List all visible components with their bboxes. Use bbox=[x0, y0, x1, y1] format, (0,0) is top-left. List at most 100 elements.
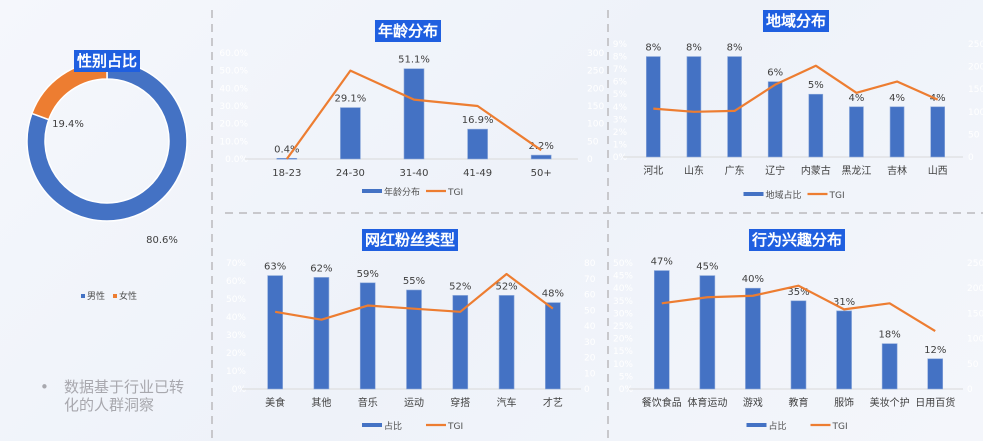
y2-tick-label: 100 bbox=[968, 108, 983, 118]
y-tick-label: 30.0% bbox=[219, 102, 248, 112]
y-tick-label: 4% bbox=[613, 103, 628, 113]
bar-才艺 bbox=[545, 302, 561, 390]
y2-tick-label: 50 bbox=[967, 360, 979, 370]
bar-其他 bbox=[313, 277, 330, 390]
legend-swatch-male bbox=[81, 294, 85, 298]
y2-tick-label: 80 bbox=[584, 259, 596, 269]
bar-data-label: 29.1% bbox=[335, 94, 367, 105]
y-tick-label: 40.0% bbox=[219, 84, 248, 94]
bar-山东 bbox=[686, 56, 702, 158]
y2-tick-label: 30 bbox=[584, 338, 596, 348]
bar-24-30 bbox=[340, 107, 361, 160]
x-tick-label: 汽车 bbox=[497, 396, 517, 409]
x-tick-label: 日用百货 bbox=[915, 396, 955, 409]
y-tick-label: 10.0% bbox=[219, 137, 248, 147]
y-tick-label: 8% bbox=[613, 53, 628, 63]
y2-tick-label: 0 bbox=[967, 385, 973, 395]
bar-data-label: 52% bbox=[495, 281, 517, 292]
y-tick-label: 60.0% bbox=[219, 49, 248, 59]
bar-教育 bbox=[790, 300, 807, 390]
bar-体育运动 bbox=[699, 275, 716, 390]
region-chart-title: 地域分布 bbox=[762, 10, 830, 32]
bar-data-label: 12% bbox=[924, 345, 946, 356]
bar-data-label: 48% bbox=[542, 289, 564, 300]
bar-data-label: 45% bbox=[696, 262, 718, 273]
bar-山西 bbox=[930, 106, 945, 158]
y-tick-label: 20.0% bbox=[219, 120, 248, 130]
legend-swatch-bar bbox=[746, 423, 767, 427]
bar-音乐 bbox=[359, 282, 376, 390]
x-tick-label: 山东 bbox=[684, 164, 704, 177]
y2-tick-label: 200 bbox=[587, 84, 604, 94]
y2-tick-label: 150 bbox=[587, 102, 604, 112]
bar-黑龙江 bbox=[849, 106, 864, 158]
legend-label-bar: 地域占比 bbox=[766, 189, 802, 201]
bar-data-label: 35% bbox=[787, 287, 809, 298]
bar-data-label: 52% bbox=[449, 281, 471, 292]
y-tick-label: 10% bbox=[226, 367, 246, 377]
legend-swatch-bar bbox=[743, 192, 764, 196]
y-tick-label: 40% bbox=[613, 284, 633, 294]
kol-chart-title: 网红粉丝类型 bbox=[361, 229, 459, 251]
bar-data-label: 6% bbox=[767, 68, 783, 79]
x-tick-label: 音乐 bbox=[358, 396, 378, 409]
y2-tick-label: 250 bbox=[968, 40, 983, 50]
bar-data-label: 55% bbox=[403, 276, 425, 287]
x-tick-label: 河北 bbox=[643, 165, 663, 177]
bar-data-label: 4% bbox=[849, 93, 865, 104]
legend-swatch-bar bbox=[362, 189, 382, 193]
x-tick-label: 美妆个护 bbox=[870, 396, 910, 409]
bar-31-40 bbox=[403, 68, 425, 160]
y-tick-label: 20% bbox=[613, 335, 633, 345]
y-tick-label: 0% bbox=[232, 385, 247, 395]
y2-tick-label: 50 bbox=[968, 130, 980, 140]
y2-tick-label: 100 bbox=[587, 120, 604, 130]
y2-tick-label: 150 bbox=[968, 85, 983, 95]
y-tick-label: 5% bbox=[613, 90, 628, 100]
y-tick-label: 5% bbox=[619, 372, 634, 382]
legend-label-bar: 年龄分布 bbox=[384, 186, 420, 198]
bar-data-label: 2.2% bbox=[528, 141, 553, 152]
bar-data-label: 4% bbox=[930, 93, 946, 104]
y-tick-label: 50% bbox=[226, 295, 246, 305]
legend-label-line: TGI bbox=[832, 422, 848, 432]
tgi-line bbox=[274, 272, 554, 321]
y2-tick-label: 150 bbox=[967, 309, 983, 319]
y2-tick-label: 200 bbox=[968, 63, 983, 73]
bar-data-label: 63% bbox=[264, 262, 286, 273]
y-tick-label: 60% bbox=[226, 277, 246, 287]
y-tick-label: 25% bbox=[613, 322, 633, 332]
bar-data-label: 47% bbox=[651, 257, 673, 268]
y2-tick-label: 10 bbox=[584, 369, 596, 379]
bar-data-label: 4% bbox=[889, 93, 905, 104]
x-tick-label: 内蒙古 bbox=[801, 164, 831, 177]
x-tick-label: 24-30 bbox=[336, 168, 365, 179]
tgi-line bbox=[661, 284, 936, 332]
y-tick-label: 30% bbox=[613, 309, 633, 319]
bar-data-label: 31% bbox=[833, 297, 855, 308]
y-tick-label: 35% bbox=[613, 297, 633, 307]
bar-日用百货 bbox=[927, 358, 944, 390]
gender-chart-title: 性别占比 bbox=[73, 50, 141, 72]
legend-label-line: TGI bbox=[447, 188, 463, 198]
bar-data-label: 5% bbox=[808, 80, 824, 91]
y-tick-label: 9% bbox=[613, 40, 628, 50]
x-tick-label: 穿搭 bbox=[450, 396, 470, 409]
bar-41-49 bbox=[467, 128, 488, 160]
x-tick-label: 广东 bbox=[725, 164, 745, 177]
y2-tick-label: 200 bbox=[967, 284, 983, 294]
bar-穿搭 bbox=[452, 295, 469, 390]
bar-内蒙古 bbox=[808, 93, 824, 158]
bar-汽车 bbox=[498, 295, 515, 390]
pie-label: 19.4% bbox=[52, 119, 84, 130]
x-tick-label: 黑龙江 bbox=[841, 164, 871, 177]
x-tick-label: 辽宁 bbox=[765, 164, 785, 177]
x-tick-label: 美食 bbox=[265, 396, 285, 409]
y2-tick-label: 250 bbox=[587, 67, 604, 77]
x-tick-label: 教育 bbox=[789, 396, 809, 409]
x-tick-label: 体育运动 bbox=[687, 396, 727, 409]
bar-运动 bbox=[406, 289, 422, 390]
bar-吉林 bbox=[889, 106, 905, 158]
